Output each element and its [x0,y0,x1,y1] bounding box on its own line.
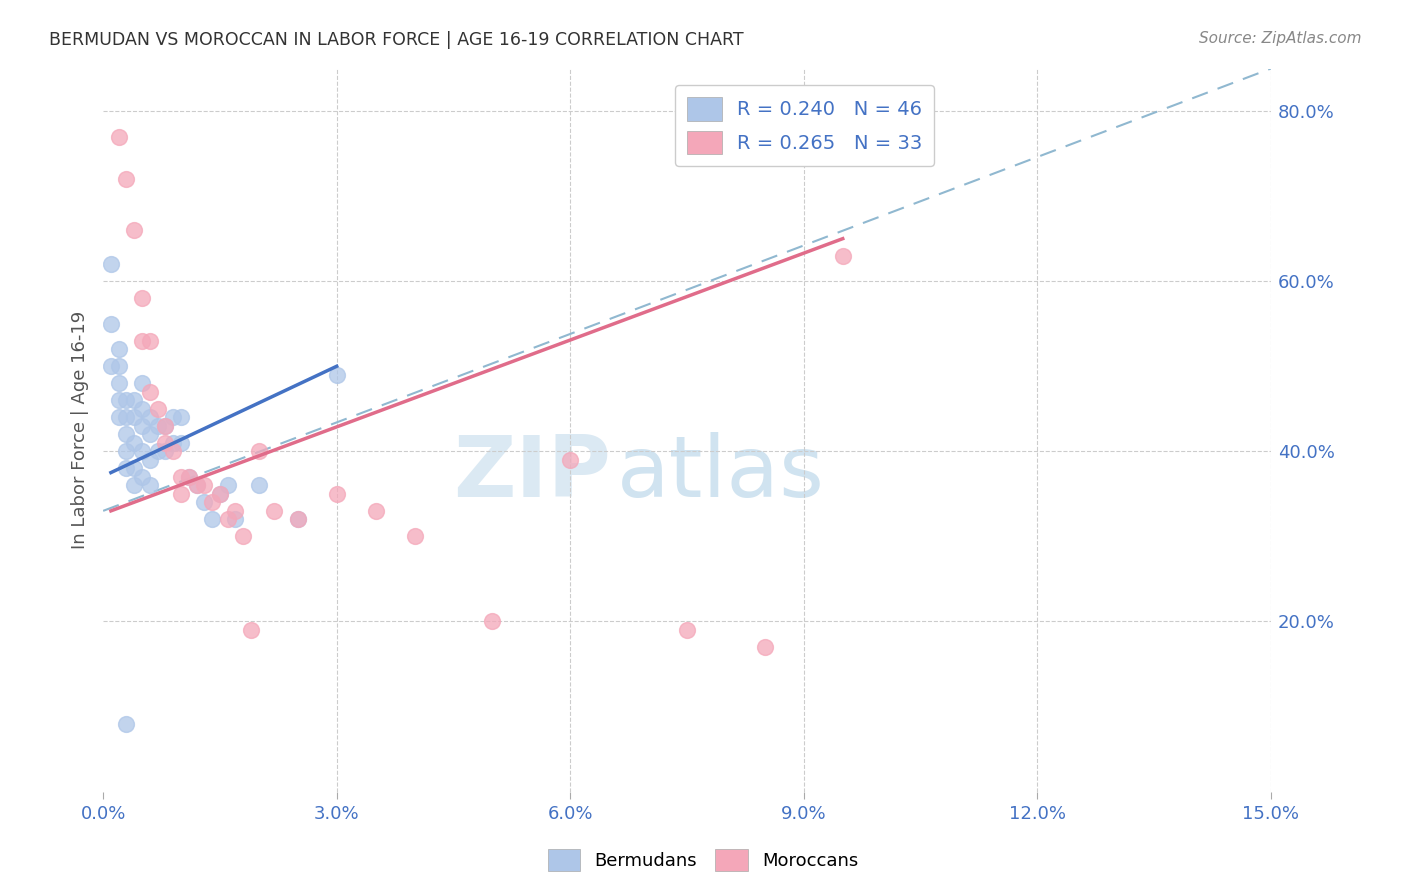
Point [208,487,231,501]
Point [217,512,239,526]
Point [122,223,145,237]
Point [155,418,177,433]
Point [247,478,270,492]
Point [240,623,263,637]
Point [122,393,145,408]
Point [100,359,122,374]
Point [146,444,169,458]
Legend: Bermudans, Moroccans: Bermudans, Moroccans [540,842,866,879]
Point [139,384,162,399]
Point [287,512,309,526]
Point [232,529,254,543]
Point [170,470,193,484]
Point [177,470,200,484]
Point [139,478,162,492]
Point [139,453,162,467]
Point [115,444,138,458]
Point [170,435,193,450]
Point [287,512,309,526]
Point [107,410,129,425]
Point [107,359,129,374]
Point [146,418,169,433]
Point [481,615,503,629]
Point [122,410,145,425]
Point [201,512,224,526]
Y-axis label: In Labor Force | Age 16-19: In Labor Force | Age 16-19 [72,311,89,549]
Point [107,376,129,391]
Point [115,716,138,731]
Point [754,640,776,654]
Point [131,418,153,433]
Point [155,444,177,458]
Point [131,470,153,484]
Point [139,427,162,442]
Point [364,504,387,518]
Point [325,487,347,501]
Point [122,435,145,450]
Point [170,487,193,501]
Text: ZIP: ZIP [453,432,612,515]
Legend: R = 0.240   N = 46, R = 0.265   N = 33: R = 0.240 N = 46, R = 0.265 N = 33 [675,86,934,166]
Point [560,453,582,467]
Point [131,334,153,348]
Point [122,461,145,475]
Point [170,410,193,425]
Point [107,393,129,408]
Point [115,393,138,408]
Point [224,504,246,518]
Point [247,444,270,458]
Point [107,343,129,357]
Text: Source: ZipAtlas.com: Source: ZipAtlas.com [1198,31,1361,46]
Point [139,334,162,348]
Point [676,623,699,637]
Point [162,435,184,450]
Point [224,512,246,526]
Point [107,129,129,144]
Point [186,478,208,492]
Point [831,249,853,263]
Point [201,495,224,509]
Point [131,291,153,305]
Point [100,257,122,271]
Point [186,478,208,492]
Point [177,470,200,484]
Point [208,487,231,501]
Point [131,444,153,458]
Point [122,478,145,492]
Text: BERMUDAN VS MOROCCAN IN LABOR FORCE | AGE 16-19 CORRELATION CHART: BERMUDAN VS MOROCCAN IN LABOR FORCE | AG… [49,31,744,49]
Point [115,427,138,442]
Point [162,410,184,425]
Point [162,444,184,458]
Point [115,461,138,475]
Point [263,504,285,518]
Point [193,495,215,509]
Point [115,172,138,186]
Point [131,401,153,416]
Point [404,529,426,543]
Point [193,478,215,492]
Point [155,418,177,433]
Text: atlas: atlas [617,432,825,515]
Point [139,410,162,425]
Point [131,376,153,391]
Point [100,317,122,331]
Point [325,368,347,382]
Point [146,401,169,416]
Point [115,410,138,425]
Point [155,435,177,450]
Point [217,478,239,492]
